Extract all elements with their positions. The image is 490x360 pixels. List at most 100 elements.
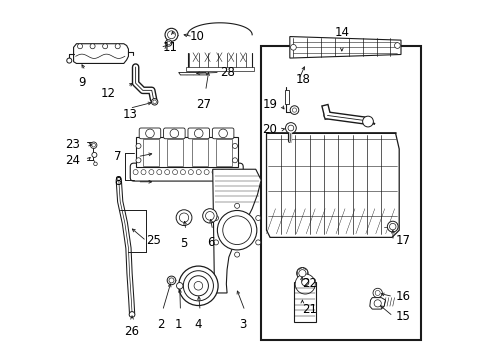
Circle shape [176, 283, 183, 289]
Circle shape [136, 158, 141, 163]
Circle shape [205, 212, 214, 220]
Circle shape [179, 213, 189, 222]
Circle shape [291, 44, 296, 50]
Bar [192, 139, 208, 166]
FancyBboxPatch shape [164, 128, 185, 139]
Bar [186, 67, 254, 71]
Circle shape [286, 123, 296, 134]
Polygon shape [179, 72, 207, 75]
Circle shape [302, 279, 309, 286]
Text: 22: 22 [302, 278, 318, 291]
Text: 13: 13 [123, 108, 138, 121]
Text: 12: 12 [101, 87, 116, 100]
Circle shape [296, 267, 308, 279]
Circle shape [196, 170, 201, 175]
FancyBboxPatch shape [130, 163, 243, 181]
Text: 11: 11 [163, 41, 177, 54]
Text: 23: 23 [65, 138, 80, 150]
Text: 14: 14 [334, 26, 349, 39]
Circle shape [136, 143, 141, 148]
Text: 5: 5 [180, 237, 188, 250]
Circle shape [223, 216, 251, 244]
Circle shape [129, 312, 135, 318]
Circle shape [299, 270, 306, 277]
Text: 16: 16 [395, 290, 411, 303]
Text: 24: 24 [65, 154, 80, 167]
Circle shape [153, 100, 156, 104]
Circle shape [67, 58, 72, 63]
Circle shape [90, 44, 95, 49]
Circle shape [394, 42, 400, 48]
Text: 26: 26 [124, 325, 140, 338]
Bar [294, 282, 316, 321]
Text: 19: 19 [262, 98, 277, 111]
Circle shape [165, 170, 170, 175]
Circle shape [235, 252, 240, 257]
Circle shape [295, 274, 315, 294]
Text: 28: 28 [220, 66, 235, 79]
Bar [143, 139, 159, 166]
FancyBboxPatch shape [188, 128, 210, 139]
Circle shape [232, 143, 238, 148]
Circle shape [256, 216, 261, 221]
Text: 18: 18 [295, 73, 310, 86]
Circle shape [214, 240, 219, 245]
Circle shape [203, 209, 217, 223]
Circle shape [204, 170, 209, 175]
Circle shape [115, 44, 120, 49]
Circle shape [165, 28, 178, 41]
Text: 1: 1 [175, 318, 182, 331]
Circle shape [375, 291, 380, 296]
Text: 20: 20 [263, 123, 277, 136]
Circle shape [149, 170, 154, 175]
Text: 15: 15 [395, 310, 411, 323]
FancyBboxPatch shape [139, 128, 161, 139]
Circle shape [388, 221, 398, 232]
Circle shape [228, 170, 233, 175]
Circle shape [256, 240, 261, 245]
Circle shape [92, 143, 96, 147]
Bar [216, 139, 232, 166]
Circle shape [133, 170, 138, 175]
Text: 4: 4 [195, 318, 202, 331]
Bar [261, 45, 421, 339]
Text: 10: 10 [190, 30, 204, 43]
Bar [285, 90, 289, 104]
Circle shape [141, 170, 146, 175]
Bar [167, 139, 183, 166]
Polygon shape [370, 298, 386, 309]
Circle shape [168, 31, 175, 39]
Circle shape [167, 41, 171, 45]
Circle shape [188, 276, 208, 296]
Circle shape [220, 170, 225, 175]
Polygon shape [297, 267, 307, 279]
Text: 2: 2 [157, 318, 165, 331]
FancyBboxPatch shape [212, 128, 234, 139]
Circle shape [219, 129, 227, 138]
Circle shape [91, 142, 97, 148]
Circle shape [94, 162, 97, 166]
Text: 9: 9 [78, 76, 86, 89]
Text: 8: 8 [114, 175, 122, 188]
Circle shape [218, 211, 257, 250]
Circle shape [180, 170, 186, 175]
Bar [136, 137, 238, 167]
Circle shape [288, 125, 294, 131]
Circle shape [176, 210, 192, 226]
Text: 3: 3 [240, 318, 247, 331]
Polygon shape [74, 44, 128, 63]
Circle shape [293, 108, 296, 112]
Circle shape [169, 278, 174, 283]
Circle shape [146, 129, 154, 138]
Circle shape [212, 170, 217, 175]
Circle shape [214, 216, 219, 221]
Text: 17: 17 [395, 234, 411, 247]
Text: 25: 25 [147, 234, 161, 247]
Polygon shape [267, 134, 399, 237]
Circle shape [157, 170, 162, 175]
Circle shape [290, 106, 299, 114]
Circle shape [102, 44, 108, 49]
Text: 7: 7 [114, 150, 122, 163]
Polygon shape [290, 37, 401, 58]
Text: 27: 27 [196, 98, 211, 111]
